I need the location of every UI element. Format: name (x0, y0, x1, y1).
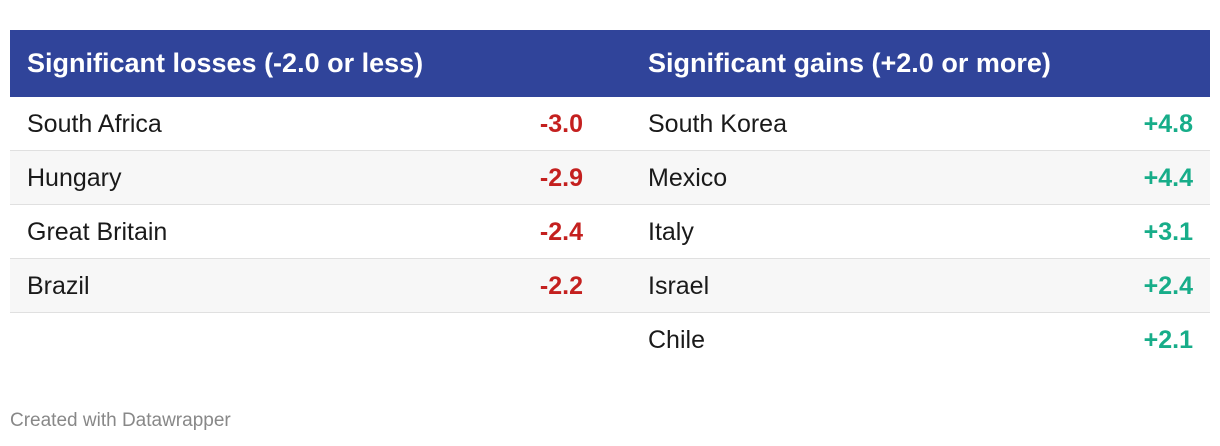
country-name: Hungary (27, 164, 122, 192)
column-header: Significant losses (-2.0 or less) (27, 48, 424, 78)
country-name: Israel (648, 272, 710, 300)
change-value: -2.9 (539, 164, 583, 192)
change-value: +2.4 (1143, 272, 1193, 300)
country-name: Mexico (648, 164, 728, 192)
change-value: +2.1 (1143, 326, 1193, 354)
table-row: Brazil -2.2 Israel +2.4 (10, 259, 1210, 313)
table-row: South Africa -3.0 South Korea +4.8 (10, 97, 1210, 151)
table-header: Significant losses (-2.0 or less) Signifi… (10, 30, 1210, 97)
change-value: +4.8 (1143, 110, 1193, 138)
table-row: Chile +2.1 (10, 313, 1210, 366)
table: Significant losses (-2.0 or less) Signifi… (10, 30, 1210, 366)
country-name: Chile (648, 326, 705, 354)
column-header: Significant gains (+2.0 or more) (648, 48, 1051, 78)
change-value: +3.1 (1143, 218, 1193, 246)
country-name: Italy (648, 218, 694, 246)
change-value: -2.4 (539, 218, 583, 246)
country-name: Great Britain (27, 218, 168, 246)
table-row: Great Britain -2.4 Italy +3.1 (10, 205, 1210, 259)
table-row: Hungary -2.9 Mexico +4.4 (10, 151, 1210, 205)
country-name: Brazil (27, 272, 90, 300)
change-value: -3.0 (539, 110, 583, 138)
change-value: -2.2 (539, 272, 583, 300)
country-name: South Korea (648, 110, 787, 138)
change-value: +4.4 (1143, 164, 1193, 192)
footer-credit: Created with Datawrapper (10, 410, 231, 431)
country-name: South Africa (27, 110, 162, 138)
